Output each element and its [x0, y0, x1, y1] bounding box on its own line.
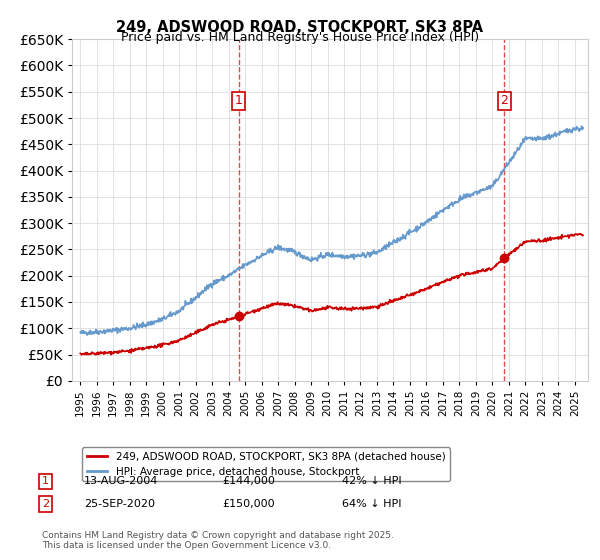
- Legend: 249, ADSWOOD ROAD, STOCKPORT, SK3 8PA (detached house), HPI: Average price, deta: 249, ADSWOOD ROAD, STOCKPORT, SK3 8PA (d…: [82, 447, 449, 481]
- Text: 64% ↓ HPI: 64% ↓ HPI: [342, 499, 401, 509]
- Text: 249, ADSWOOD ROAD, STOCKPORT, SK3 8PA: 249, ADSWOOD ROAD, STOCKPORT, SK3 8PA: [116, 20, 484, 35]
- Text: 13-AUG-2004: 13-AUG-2004: [84, 477, 158, 487]
- Text: £144,000: £144,000: [222, 477, 275, 487]
- Text: 25-SEP-2020: 25-SEP-2020: [84, 499, 155, 509]
- Text: Contains HM Land Registry data © Crown copyright and database right 2025.
This d: Contains HM Land Registry data © Crown c…: [42, 530, 394, 550]
- Text: 42% ↓ HPI: 42% ↓ HPI: [342, 477, 401, 487]
- Text: 2: 2: [500, 94, 508, 107]
- Text: £150,000: £150,000: [222, 499, 275, 509]
- Text: 1: 1: [235, 94, 243, 107]
- Text: 1: 1: [42, 477, 49, 487]
- Text: Price paid vs. HM Land Registry's House Price Index (HPI): Price paid vs. HM Land Registry's House …: [121, 31, 479, 44]
- Text: 2: 2: [42, 499, 49, 509]
